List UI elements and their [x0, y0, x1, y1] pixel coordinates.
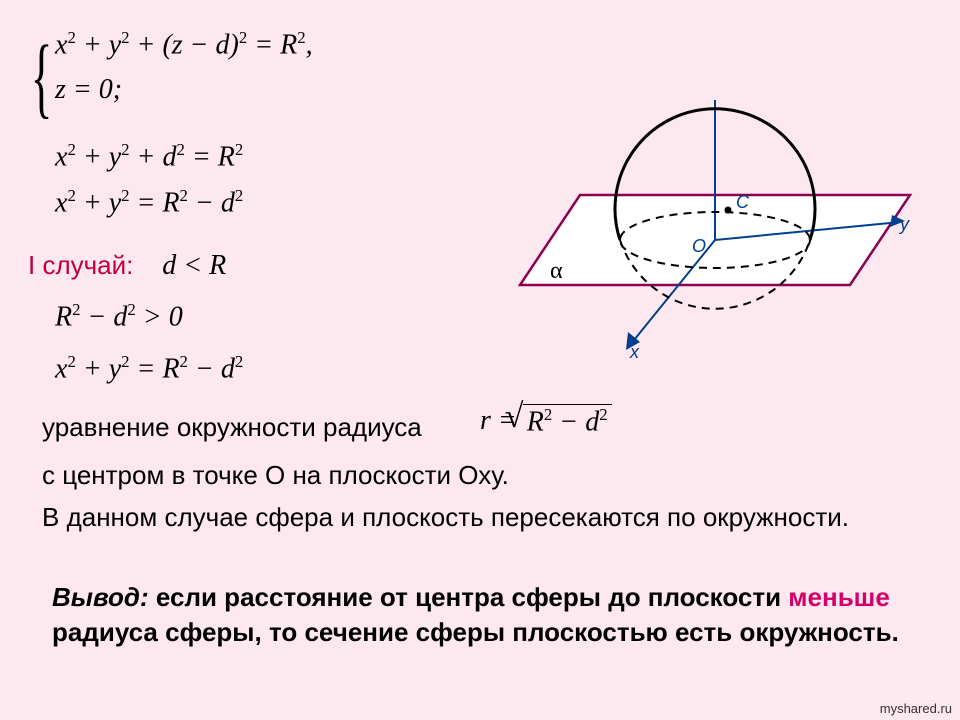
alpha-label: α [550, 258, 563, 284]
case-label: I случай: d < R [28, 250, 226, 282]
conclusion-prefix: Вывод: [52, 582, 149, 612]
derived-eq1: x2 + y2 + d2 = R2 [55, 140, 243, 173]
c-label: C [736, 192, 750, 212]
sys-eq1: x2 + y2 + (z − d)2 = R2, [55, 28, 313, 61]
y-label: y [898, 214, 910, 234]
o-label: O [692, 236, 706, 256]
case-condition: d < R [162, 250, 226, 281]
diagram-svg: z y x O C α [500, 100, 930, 360]
conclusion-p2: радиуса сферы, то сечение сферы плоскост… [52, 617, 899, 647]
radius-line1: уравнение окружности радиуса [42, 412, 422, 443]
sphere-plane-diagram: z y x O C α [500, 100, 930, 330]
radius-line2: с центром в точке О на плоскости Оху. [42, 460, 509, 491]
watermark: myshared.ru [880, 701, 952, 716]
brace-open: { [31, 42, 53, 114]
center-point [725, 207, 732, 214]
radius-line3: В данном случае сфера и плоскость пересе… [42, 502, 922, 533]
radius-formula: r = √ R2 − d2 [480, 404, 612, 438]
sys-eq2: z = 0; [55, 74, 122, 106]
derived-eq2: x2 + y2 = R2 − d2 [55, 186, 243, 219]
radius-root-body: R2 − d2 [523, 404, 612, 438]
x-label: x [629, 342, 640, 360]
conclusion: Вывод: если расстояние от центра сферы д… [52, 580, 922, 650]
conclusion-p1: если расстояние от центра сферы до плоск… [149, 582, 789, 612]
case-label-text: I случай: [28, 250, 133, 280]
case-eq: x2 + y2 = R2 − d2 [55, 352, 243, 385]
case-ineq: R2 − d2 > 0 [55, 300, 183, 333]
conclusion-highlight: меньше [788, 582, 890, 612]
